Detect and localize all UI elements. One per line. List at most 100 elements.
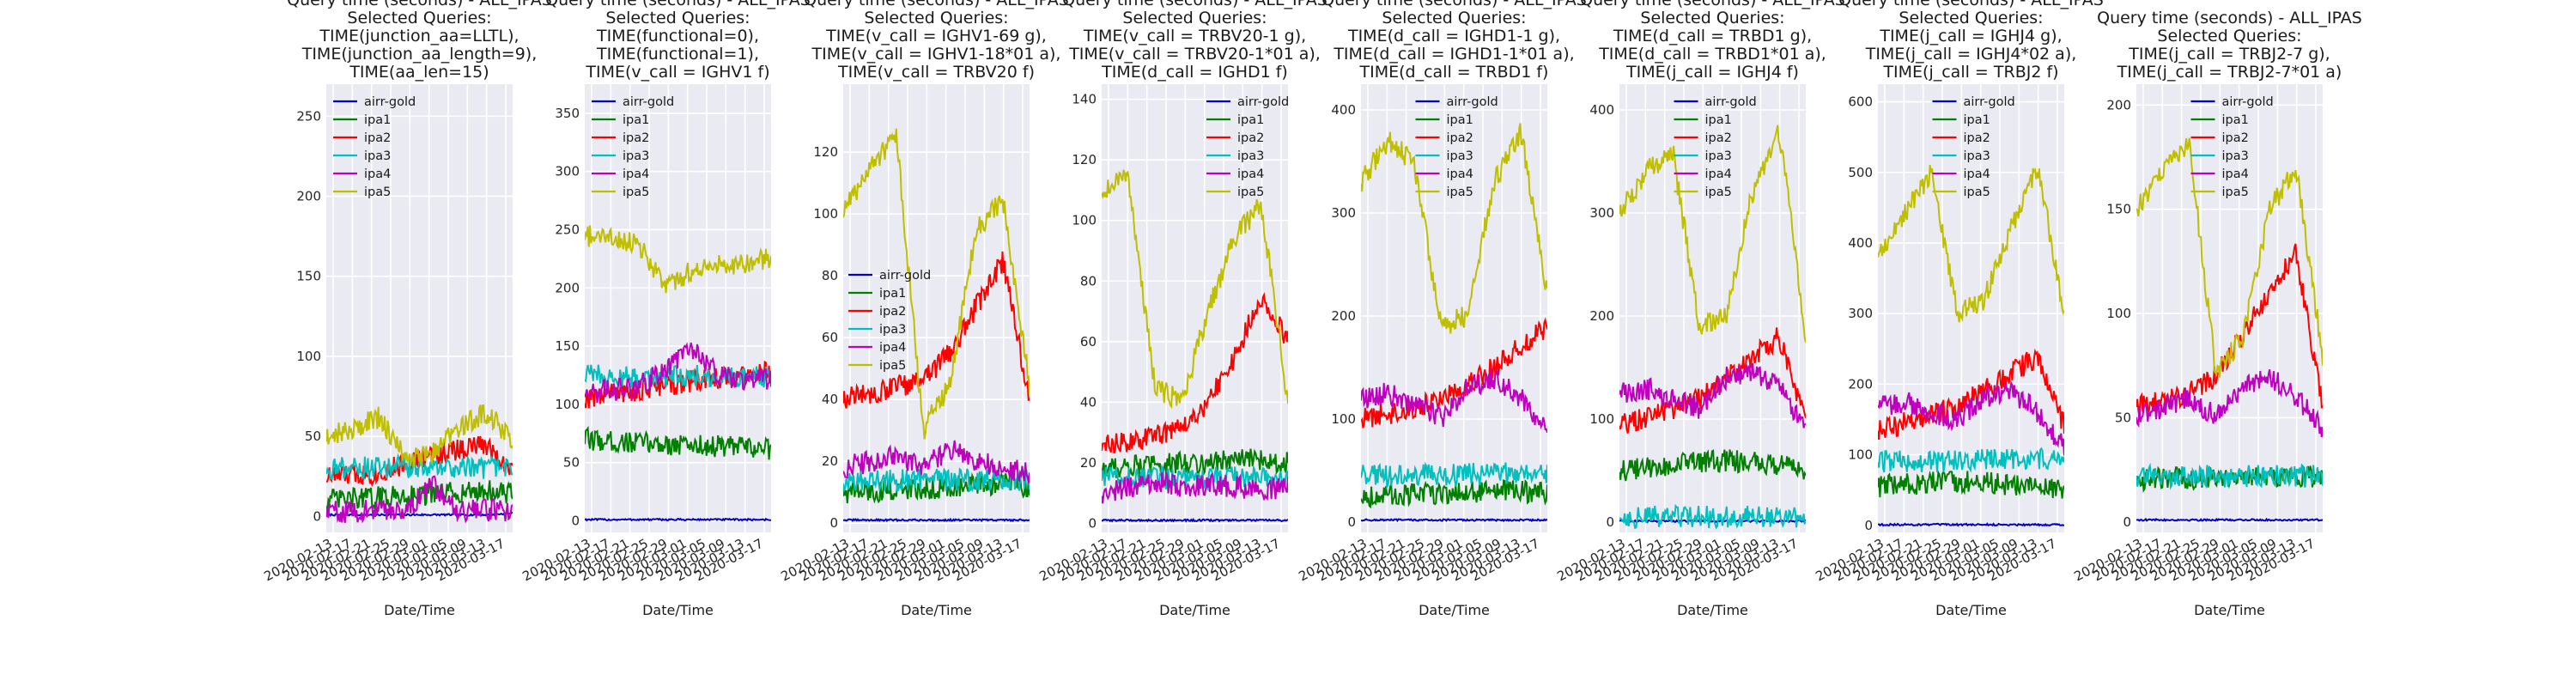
y-tick-label: 200	[2106, 97, 2131, 112]
chart-title-line: TIME(v_call = IGHV1 f)	[585, 63, 769, 82]
series-line-ipa1	[1878, 469, 2064, 499]
chart-title-line: TIME(v_call = TRBV20-1 g),	[1083, 27, 1306, 46]
chart-title-line: TIME(j_call = IGHJ4*02 a),	[1865, 45, 2077, 64]
legend-label: ipa5	[623, 185, 649, 199]
chart-title-line: TIME(j_call = IGHJ4 f)	[1625, 63, 1799, 82]
chart-panel: 01002003004002020-02-132020-02-172020-02…	[1554, 0, 1844, 618]
legend-label: ipa4	[1964, 167, 1990, 181]
chart-title-line: Selected Queries:	[1122, 9, 1267, 27]
y-tick-label: 200	[1589, 308, 1614, 324]
legend-label: ipa3	[2222, 149, 2249, 163]
series-line-ipa4	[585, 342, 771, 404]
y-tick-label: 400	[1589, 102, 1614, 118]
series-line-ipa1	[843, 471, 1030, 504]
y-tick-label: 100	[2106, 306, 2131, 321]
legend-label: airr-gold	[1447, 95, 1498, 109]
plot-area	[585, 84, 771, 532]
series-line-ipa4	[843, 440, 1030, 483]
series-line-ipa3	[1619, 503, 1806, 530]
legend: airr-gold ipa1 ipa2 ipa3 ipa4 ipa5	[1206, 95, 1289, 199]
chart-title-line: TIME(v_call = TRBV20-1*01 a),	[1068, 45, 1321, 64]
y-tick-label: 400	[1331, 102, 1356, 118]
y-tick-label: 200	[296, 189, 321, 204]
y-tick-label: 40	[822, 392, 838, 407]
series-line-ipa1	[1361, 478, 1547, 509]
series-line-ipa4	[1878, 380, 2064, 456]
legend-label: ipa1	[1447, 113, 1473, 127]
series-line-ipa5	[326, 404, 513, 468]
y-tick-label: 100	[555, 397, 580, 412]
series-line-ipa5	[1878, 164, 2064, 323]
x-axis-label: Date/Time	[1159, 602, 1230, 618]
chart-panel: 0501001502002502020-02-132020-02-172020-…	[261, 0, 551, 618]
chart-title-line: TIME(d_call = IGHD1-1 g),	[1347, 27, 1560, 46]
legend-label: airr-gold	[879, 269, 931, 283]
series-line-airr-gold	[2136, 517, 2323, 523]
chart-title-line: TIME(junction_aa=LLTL),	[319, 27, 519, 46]
y-tick-label: 100	[1589, 411, 1614, 427]
y-tick-label: 250	[555, 222, 580, 237]
y-tick-label: 100	[1072, 213, 1097, 228]
legend-label: ipa5	[1237, 185, 1264, 199]
legend-label: ipa3	[364, 149, 391, 163]
legend-label: ipa2	[1705, 131, 1732, 145]
x-axis-label: Date/Time	[1419, 602, 1490, 618]
y-tick-label: 0	[1088, 515, 1097, 531]
y-tick-label: 0	[2123, 514, 2131, 530]
chart-title-line: TIME(functional=1),	[596, 45, 759, 64]
legend-label: airr-gold	[623, 95, 674, 109]
legend-label: ipa2	[1237, 131, 1264, 145]
y-tick-label: 350	[555, 106, 580, 121]
legend-label: ipa5	[1705, 185, 1732, 199]
legend-label: ipa3	[1447, 149, 1473, 163]
chart-title-line: Query time (seconds) - ALL_IPAS	[1062, 0, 1327, 9]
legend-label: airr-gold	[364, 95, 416, 109]
legend-label: ipa3	[623, 149, 649, 163]
y-tick-label: 0	[1606, 514, 1614, 530]
series-line-ipa3	[585, 364, 771, 389]
legend-label: ipa5	[879, 359, 906, 373]
legend: airr-gold ipa1 ipa2 ipa3 ipa4 ipa5	[1932, 95, 2015, 199]
legend-label: ipa1	[364, 113, 391, 127]
y-tick-label: 100	[1848, 447, 1873, 463]
y-tick-label: 40	[1080, 394, 1097, 410]
legend-label: ipa3	[1964, 149, 1990, 163]
series-line-ipa5	[1361, 123, 1547, 334]
legend: airr-gold ipa1 ipa2 ipa3 ipa4 ipa5	[592, 95, 674, 199]
y-tick-label: 300	[1848, 306, 1873, 321]
chart-title-line: TIME(j_call = TRBJ2 f)	[1882, 63, 2058, 82]
legend: airr-gold ipa1 ipa2 ipa3 ipa4 ipa5	[1674, 95, 1757, 199]
y-tick-label: 80	[822, 268, 838, 283]
series-line-ipa3	[1361, 461, 1547, 490]
series-line-airr-gold	[843, 517, 1030, 523]
chart-title-line: Query time (seconds) - ALL_IPAS	[1580, 0, 1845, 9]
series-group	[1102, 169, 1288, 523]
series-line-ipa4	[1619, 362, 1806, 429]
series-group	[843, 128, 1030, 523]
chart-title-line: TIME(j_call = IGHJ4 g),	[1879, 27, 2062, 46]
y-tick-label: 100	[1331, 411, 1356, 427]
legend-label: ipa1	[1705, 113, 1732, 127]
legend-label: ipa1	[2222, 113, 2249, 127]
chart-title-line: TIME(aa_len=15)	[349, 63, 489, 82]
legend-label: airr-gold	[1237, 95, 1289, 109]
y-tick-label: 80	[1080, 273, 1097, 289]
legend-label: ipa5	[364, 185, 391, 199]
y-tick-label: 100	[296, 349, 321, 364]
legend-label: ipa2	[2222, 131, 2249, 145]
legend-label: ipa2	[623, 131, 649, 145]
chart-title-line: Selected Queries:	[347, 9, 491, 27]
legend-label: ipa4	[1237, 167, 1264, 181]
legend-label: ipa4	[2222, 167, 2249, 181]
series-group	[585, 225, 771, 522]
chart-title-line: Selected Queries:	[864, 9, 1008, 27]
legend-label: ipa2	[879, 305, 906, 319]
chart-title-line: TIME(d_call = IGHD1-1*01 a),	[1333, 45, 1574, 64]
series-line-ipa5	[2136, 137, 2323, 378]
plot-area	[1361, 84, 1547, 532]
series-group	[1878, 164, 2064, 527]
series-line-ipa5	[1102, 169, 1288, 410]
y-tick-label: 200	[555, 280, 580, 295]
x-axis-label: Date/Time	[901, 602, 972, 618]
